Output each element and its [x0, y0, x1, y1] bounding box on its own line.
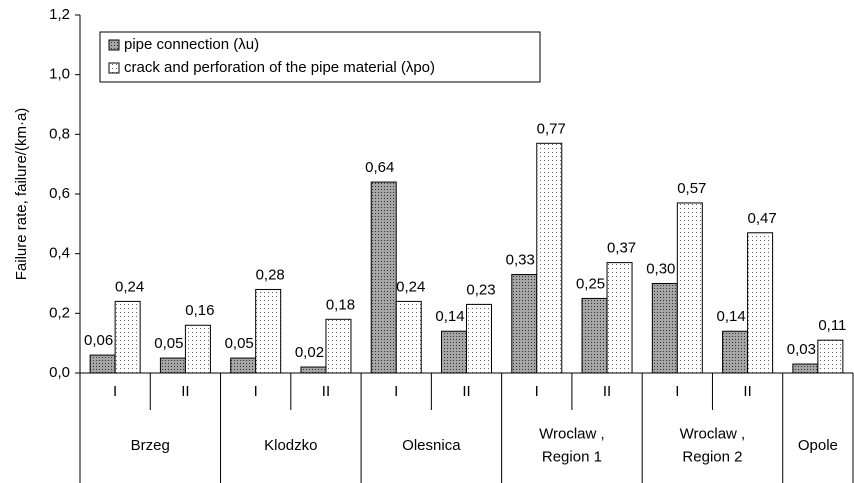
data-label: 0,24 — [115, 278, 144, 295]
data-label: 0,37 — [607, 240, 636, 257]
x-tick-label: II — [181, 383, 189, 400]
bar — [511, 274, 538, 374]
x-tick-label: I — [113, 383, 117, 400]
bar — [651, 283, 678, 374]
bar — [536, 142, 563, 374]
y-tick-label: 1,0 — [49, 66, 70, 83]
y-tick-label: 0,8 — [49, 125, 70, 142]
bar — [466, 303, 492, 374]
data-label: 0,24 — [396, 278, 425, 295]
bar — [722, 330, 749, 374]
y-axis-title: Failure rate, failure/(km·a) — [13, 108, 30, 281]
data-label: 0,25 — [576, 275, 605, 292]
x-tick-label: II — [462, 383, 470, 400]
data-label: 0,30 — [646, 260, 675, 277]
bar — [184, 324, 211, 374]
bar — [159, 357, 186, 374]
group-label: Wroclaw , — [539, 425, 605, 442]
data-label: 0,23 — [466, 281, 495, 298]
legend-marker — [108, 39, 120, 51]
group-label: Opole — [798, 437, 838, 454]
group-label: Klodzko — [264, 437, 317, 454]
bar — [370, 181, 397, 374]
bar — [606, 262, 633, 374]
data-label: 0,02 — [295, 344, 324, 361]
group-label: Region 2 — [682, 448, 742, 465]
bar — [230, 357, 257, 374]
x-tick-label: II — [743, 383, 751, 400]
x-tick-label: I — [394, 383, 398, 400]
data-label: 0,11 — [818, 317, 846, 334]
y-tick-label: 0,4 — [49, 245, 70, 262]
bar — [325, 318, 352, 374]
legend-box — [99, 31, 541, 83]
data-label: 0,16 — [185, 302, 214, 319]
data-label: 0,28 — [256, 266, 285, 283]
bar — [581, 297, 608, 374]
data-label: 0,03 — [787, 341, 816, 358]
group-label: Region 1 — [542, 448, 602, 465]
x-tick-label: II — [322, 383, 330, 400]
data-label: 0,05 — [154, 335, 183, 352]
data-label: 0,14 — [716, 308, 745, 325]
legend-label: crack and perforation of the pipe materi… — [124, 59, 435, 76]
data-label: 0,64 — [365, 159, 394, 176]
bar — [747, 232, 774, 374]
y-tick-label: 0,2 — [49, 304, 70, 321]
bar — [255, 288, 282, 374]
data-label: 0,47 — [747, 210, 776, 227]
x-tick-label: II — [603, 383, 611, 400]
y-tick-label: 0,6 — [49, 185, 70, 202]
bar — [792, 363, 819, 374]
bar — [817, 339, 844, 374]
y-tick-label: 0,0 — [49, 364, 70, 381]
group-label: Wroclaw , — [680, 425, 746, 442]
x-tick-label: I — [535, 383, 539, 400]
data-label: 0,05 — [225, 335, 254, 352]
x-tick-label: I — [254, 383, 258, 400]
group-label: Olesnica — [402, 437, 461, 454]
data-label: 0,18 — [326, 296, 355, 313]
bar — [114, 300, 141, 374]
data-label: 0,06 — [84, 332, 113, 349]
legend-marker — [108, 62, 120, 74]
bar — [676, 202, 703, 374]
bar — [89, 354, 116, 374]
bar — [395, 300, 422, 374]
data-label: 0,57 — [677, 180, 706, 197]
group-label: Brzeg — [131, 437, 170, 454]
bar — [300, 366, 327, 374]
y-tick-label: 1,2 — [49, 6, 70, 23]
data-label: 0,33 — [506, 252, 535, 269]
x-tick-label: I — [675, 383, 679, 400]
data-label: 0,77 — [537, 120, 566, 137]
data-label: 0,14 — [435, 308, 464, 325]
legend-label: pipe connection (λu) — [124, 36, 259, 53]
bar — [441, 330, 467, 374]
